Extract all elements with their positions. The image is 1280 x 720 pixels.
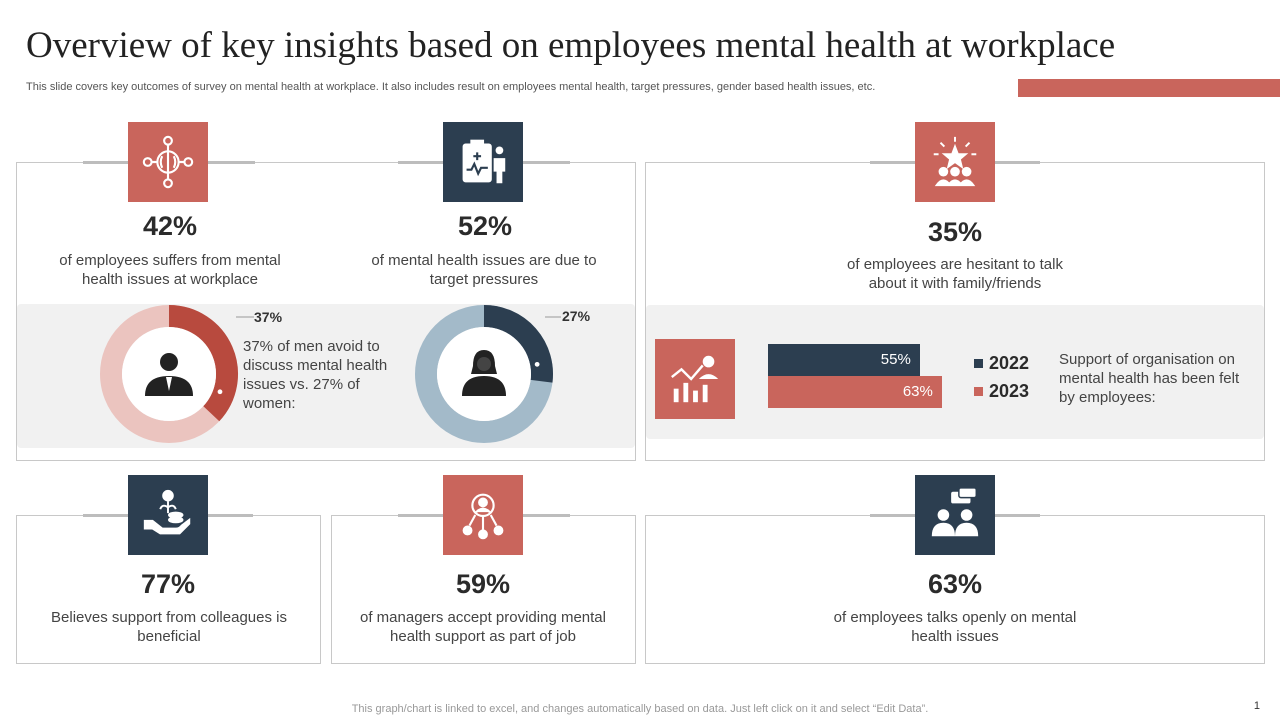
desc-colleagues: Believes support from colleagues is bene… [51,609,287,645]
brain-icon [128,122,208,202]
stat-hesitant: 35% [927,217,983,247]
desc-talk-openly: of employees talks openly on mental heal… [833,609,1077,645]
desc-target-pressure: of mental health issues are due to targe… [371,252,597,288]
desc-mental-issues: of employees suffers from mental health … [59,252,281,288]
legend-label-2023: 2023 [989,381,1030,401]
growth-chart-icon [655,339,735,419]
stat-target-pressure: 52% [457,211,513,241]
support-band [646,305,1264,439]
men-leader-line [236,316,254,318]
women-percent-label: 27% [562,308,591,324]
page-title: Overview of key insights based on employ… [26,25,1116,66]
page-number: 1 [1253,700,1260,712]
bar-2023: 63% [768,376,942,408]
page-subtitle: This slide covers key outcomes of survey… [26,81,876,93]
men-percent-label: 37% [254,309,283,325]
women-donut-marker [533,360,541,368]
men-donut-marker [216,388,224,396]
footer-note: This graph/chart is linked to excel, and… [351,703,929,715]
legend-2023: 2023 [974,381,1029,402]
legend-swatch-2023 [974,387,983,396]
men-donut [100,305,238,443]
bar-2022: 55% [768,344,920,376]
legend-label-2022: 2022 [989,353,1030,373]
manager-network-icon [443,475,523,555]
team-star-icon [915,122,995,202]
legend-2022: 2022 [974,353,1029,374]
hand-coins-icon [128,475,208,555]
support-description: Support of organisation on mental health… [1059,351,1240,406]
clipboard-doctor-icon [443,122,523,202]
conversation-icon [915,475,995,555]
man-icon [145,353,193,396]
women-donut [415,305,553,443]
men-donut-arc [168,305,238,422]
stat-mental-issues: 42% [142,211,198,241]
desc-managers: of managers accept providing mental heal… [360,609,606,645]
stat-colleagues: 77% [140,569,196,599]
legend-swatch-2022 [974,359,983,368]
woman-icon [462,350,506,396]
women-donut-arc [483,305,553,383]
stat-managers: 59% [455,569,511,599]
gender-comparison-text: 37% of men avoid to discuss mental healt… [243,338,388,412]
stat-talk-openly: 63% [927,569,983,599]
desc-hesitant: of employees are hesitant to talk about … [847,256,1063,292]
accent-bar [1018,79,1280,97]
women-leader-line [545,316,561,318]
